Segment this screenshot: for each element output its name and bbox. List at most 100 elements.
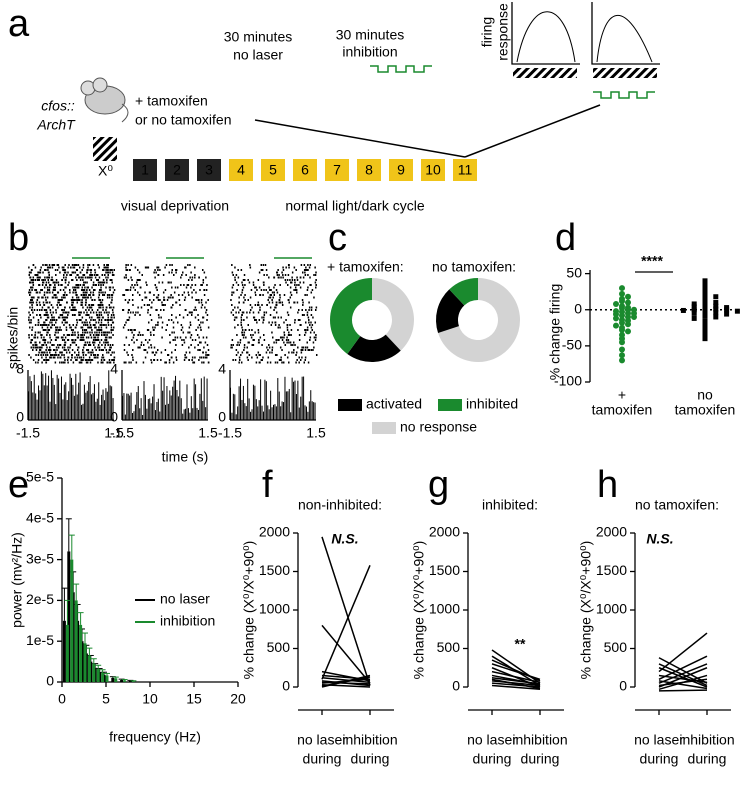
raster-tick — [79, 279, 82, 281]
raster-tick — [87, 314, 89, 316]
raster-tick — [290, 294, 293, 296]
point — [702, 289, 708, 295]
raster-tick — [148, 304, 150, 306]
raster-tick — [47, 349, 50, 351]
point — [625, 293, 631, 300]
raster-tick — [89, 331, 91, 334]
raster-tick — [86, 286, 88, 289]
point — [691, 315, 697, 321]
raster-tick — [103, 294, 106, 296]
raster-tick — [103, 331, 106, 334]
point — [619, 326, 625, 333]
raster-tick — [206, 344, 209, 346]
psth-bar — [152, 396, 154, 420]
bar — [123, 680, 127, 682]
raster-tick — [44, 314, 47, 316]
day-label: 11 — [458, 162, 473, 178]
raster-tick — [157, 324, 159, 326]
raster-tick — [33, 296, 35, 299]
raster-tick — [79, 271, 82, 274]
raster-tick — [36, 304, 39, 306]
paired-line — [321, 680, 371, 687]
psth-bar — [261, 405, 263, 420]
psth-bar — [234, 394, 236, 420]
raster-tick — [48, 274, 50, 276]
raster-tick — [147, 329, 150, 331]
x-axis-label: frequency (Hz) — [109, 729, 201, 745]
raster-tick — [28, 274, 31, 276]
raster-tick — [58, 329, 60, 331]
raster-tick — [42, 281, 44, 284]
raster-tick — [83, 281, 85, 284]
raster-tick — [255, 354, 258, 356]
raster-tick — [62, 276, 65, 279]
raster-tick — [157, 274, 160, 276]
raster-tick — [47, 291, 49, 294]
raster-tick — [94, 331, 96, 334]
raster-tick — [89, 361, 92, 364]
raster-tick — [81, 339, 83, 341]
raster-tick — [111, 351, 113, 354]
psth-bar — [177, 396, 179, 420]
raster-tick — [71, 354, 73, 356]
raster-tick — [34, 274, 37, 276]
raster-tick — [105, 349, 108, 351]
raster-tick — [106, 271, 109, 274]
raster-tick — [45, 281, 48, 284]
raster-tick — [171, 351, 173, 354]
raster-tick — [278, 299, 281, 301]
psth-bar — [139, 408, 141, 420]
psth-bar — [172, 386, 174, 420]
raster-tick — [70, 326, 72, 329]
raster-tick — [315, 284, 317, 286]
raster-tick — [283, 331, 285, 334]
raster-tick — [160, 359, 162, 361]
raster-tick — [276, 274, 279, 276]
raster-tick — [194, 284, 197, 286]
paired-line — [658, 655, 708, 680]
raster-tick — [231, 346, 233, 349]
raster-tick — [185, 351, 188, 354]
raster-tick — [77, 354, 80, 356]
label: normal light/dark cycle — [285, 198, 424, 214]
raster-tick — [100, 334, 103, 336]
raster-tick — [155, 296, 158, 299]
raster-tick — [45, 269, 47, 271]
raster-tick — [110, 336, 112, 339]
raster-tick — [59, 356, 62, 359]
raster-tick — [77, 264, 80, 266]
significance: N.S. — [646, 531, 673, 547]
raster-tick — [305, 329, 307, 331]
raster-tick — [98, 346, 101, 349]
raster-tick — [69, 274, 72, 276]
raster-tick — [125, 289, 127, 291]
psth-bar — [189, 412, 191, 420]
raster-tick — [288, 266, 290, 269]
raster-tick — [85, 296, 87, 299]
y-tick-label: 1e-5 — [26, 632, 54, 648]
raster-tick — [169, 296, 171, 299]
raster-tick — [49, 284, 51, 286]
label: response — [495, 3, 511, 61]
raster-tick — [82, 349, 84, 351]
raster-tick — [111, 271, 114, 274]
bar — [79, 624, 83, 682]
raster-tick — [42, 271, 44, 274]
raster-tick — [190, 344, 192, 346]
raster-tick — [82, 336, 85, 339]
raster-tick — [67, 339, 69, 341]
psth-bar — [45, 373, 47, 420]
raster-tick — [110, 331, 113, 334]
raster-tick — [270, 324, 273, 326]
raster-tick — [94, 276, 97, 279]
raster-tick — [79, 361, 82, 364]
raster-tick — [76, 336, 79, 339]
raster-tick — [250, 336, 253, 339]
raster-tick — [77, 286, 80, 289]
raster-tick — [82, 289, 84, 291]
y-tick-label: -50 — [562, 337, 582, 353]
raster-tick — [34, 336, 37, 339]
raster-tick — [75, 309, 77, 311]
psth-bar — [101, 394, 103, 420]
raster-tick — [42, 281, 45, 284]
